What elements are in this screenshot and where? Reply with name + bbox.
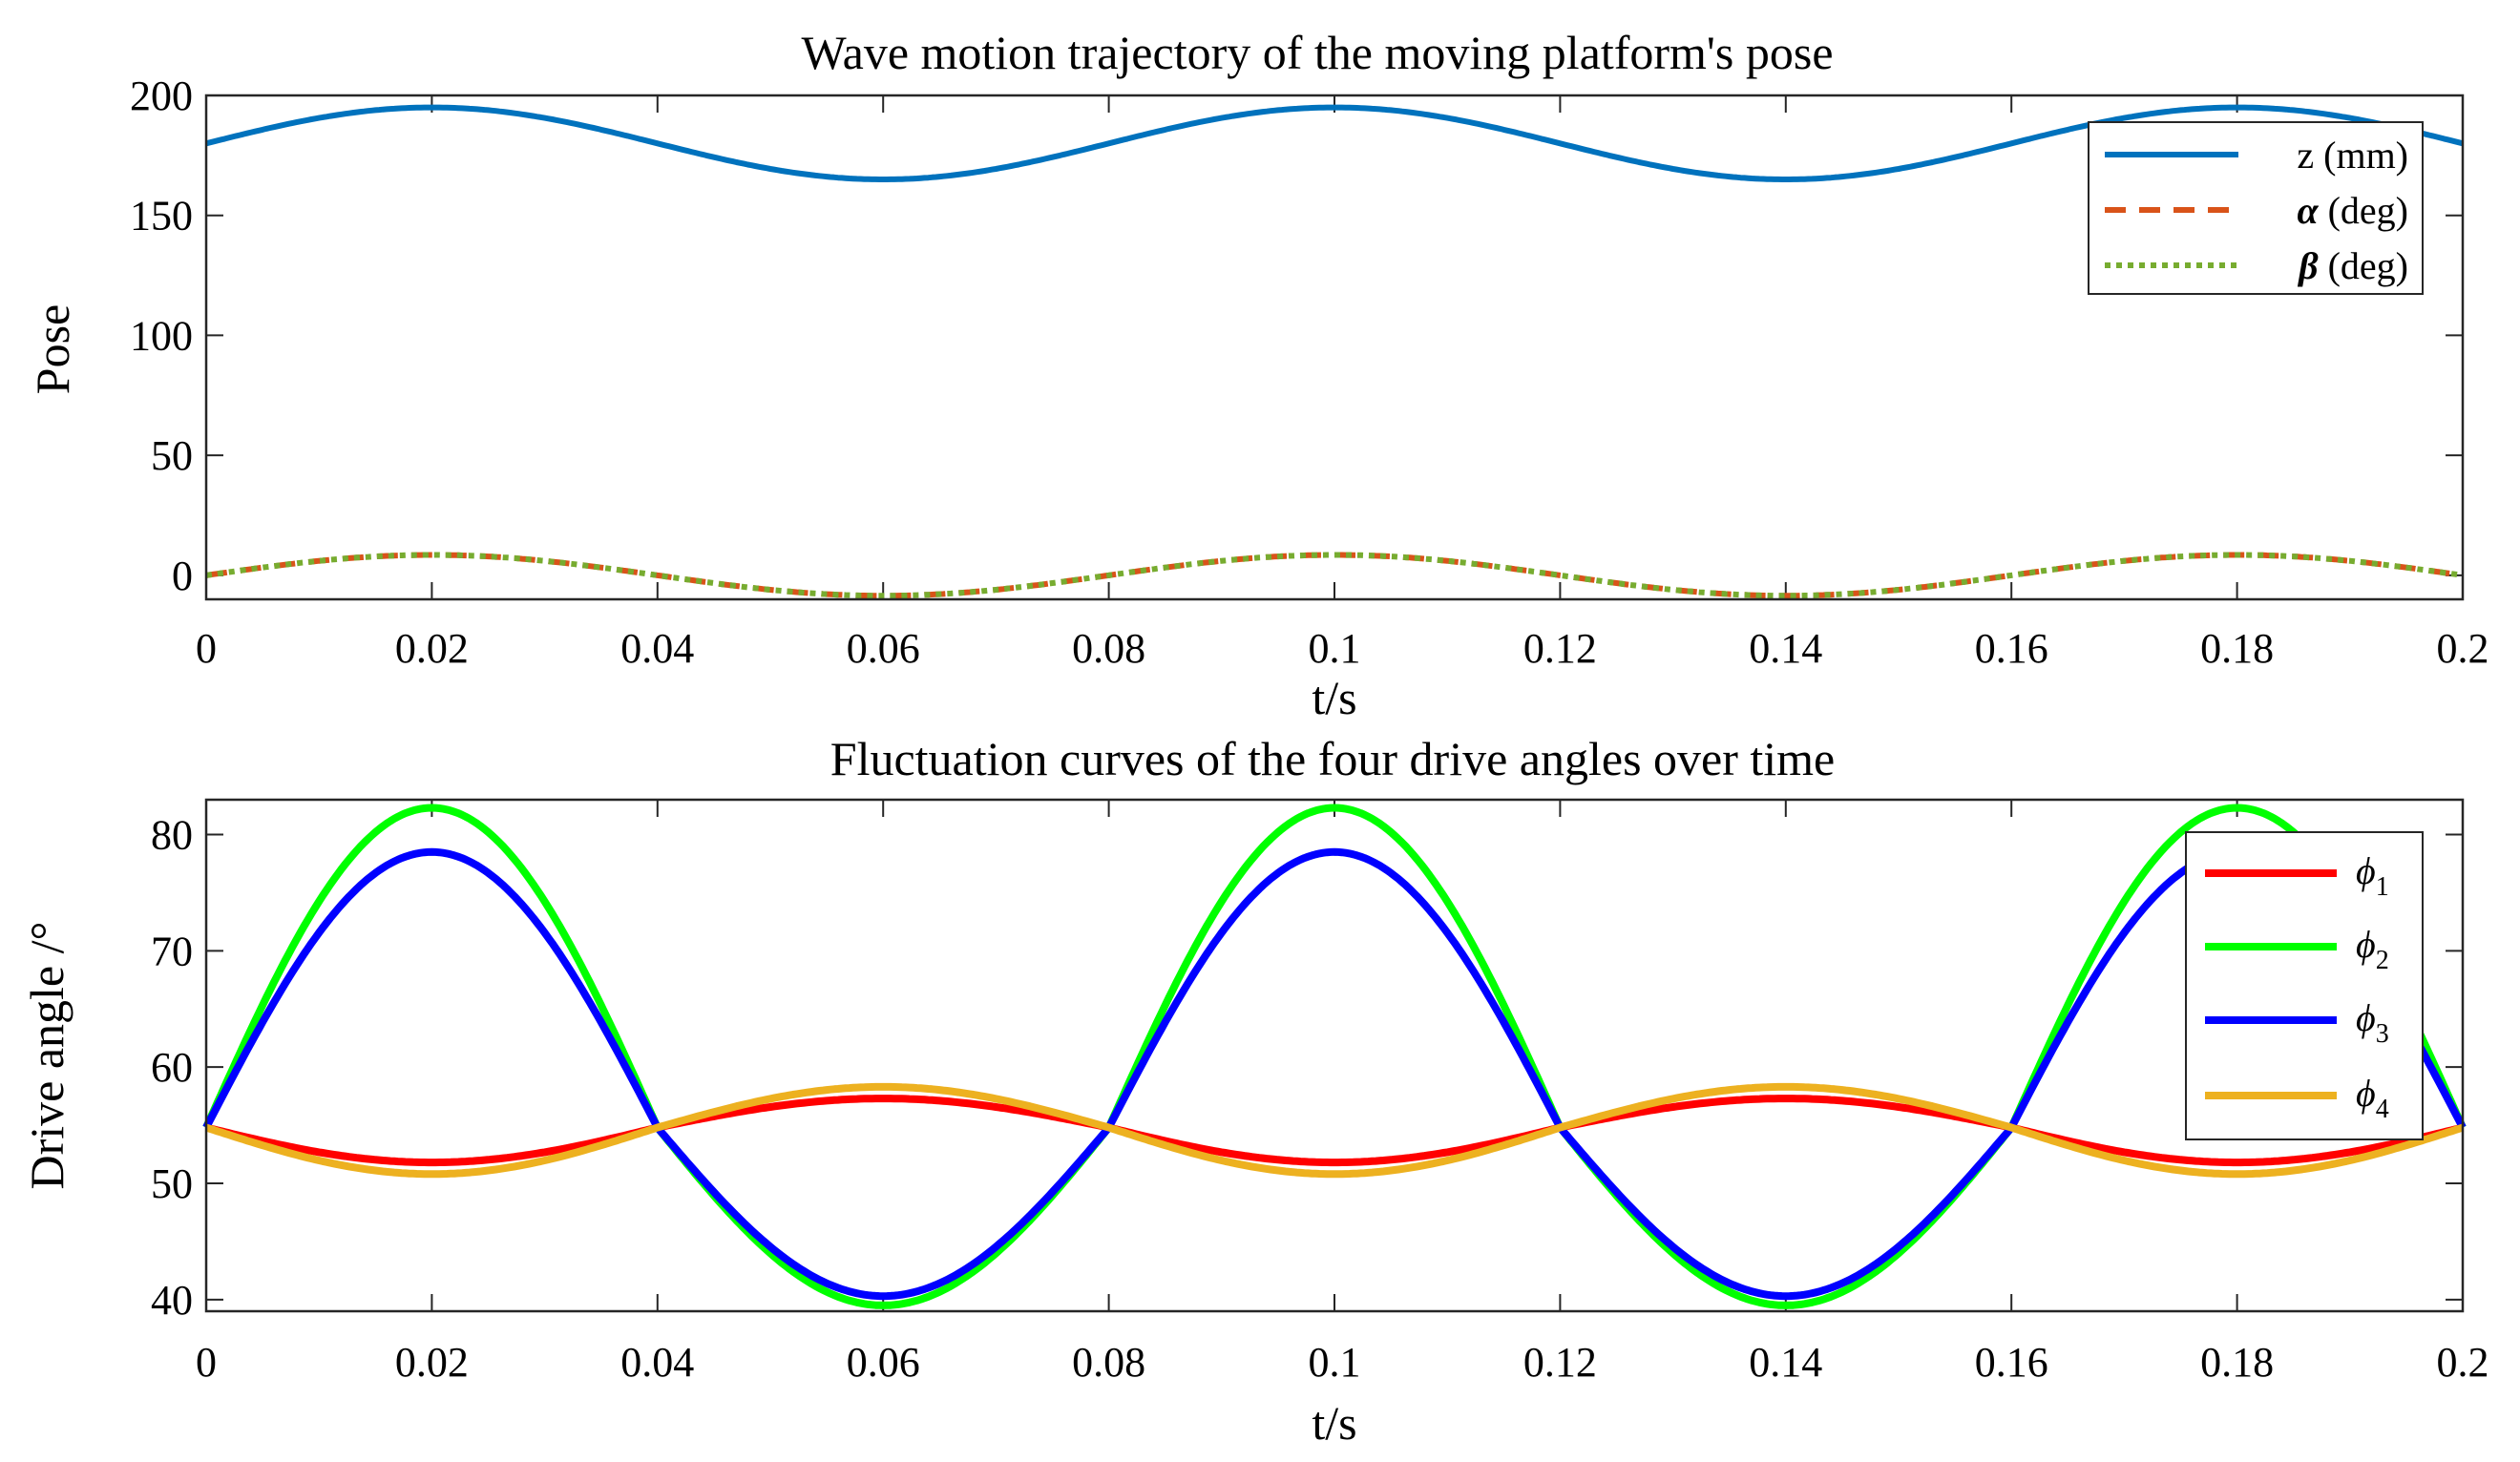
drive-angle-chart-ticks: 0 0.02 0.04 0.06 0.08 0.1 0.12 0.14 0.16 0.18 0.2 4… <box>151 800 2489 1386</box>
x-tick-label: 0.12 <box>1523 625 1597 672</box>
x-tick-label: 0.18 <box>2200 1339 2274 1386</box>
x-tick-label: 0 <box>196 625 217 672</box>
series-line-z <box>205 104 2464 182</box>
drive-angle-chart-legend: ϕ1 ϕ2 ϕ3 ϕ4 <box>2185 831 2424 1140</box>
y-tick-label: 40 <box>151 1277 193 1324</box>
y-tick-label: 70 <box>151 928 193 974</box>
x-tick-label: 0.16 <box>1975 1339 2048 1386</box>
x-tick-label: 0.02 <box>395 625 469 672</box>
legend-label-z: z (mm) <box>2297 134 2408 177</box>
x-tick-label: 0 <box>196 1339 217 1386</box>
legend-symbol-beta: β <box>2297 244 2319 287</box>
legend-unit-beta: (deg) <box>2328 244 2408 287</box>
x-tick-label: 0.04 <box>620 1339 694 1386</box>
x-tick-label: 0.06 <box>847 625 920 672</box>
series-line-phi2 <box>202 804 2467 1309</box>
drive-angle-chart-axes-box <box>204 798 2465 1313</box>
x-tick-label: 0.08 <box>1072 1339 1145 1386</box>
legend-sub-phi2: 2 <box>2376 946 2389 975</box>
x-tick-label: 0.2 <box>2437 625 2489 672</box>
x-tick-label: 0.1 <box>1309 1339 1361 1386</box>
pose-chart-ticks: 0 0.02 0.04 0.06 0.08 0.1 0.12 0.14 0.16 0.18 0.2 0… <box>130 73 2489 672</box>
drive-angle-chart-ylabel: Drive angle /° <box>20 921 74 1189</box>
legend-label-phi4: ϕ4 <box>2356 1072 2389 1124</box>
x-tick-label: 0.14 <box>1749 625 1822 672</box>
pose-chart-legend: z (mm) α (deg) β (deg) <box>2088 121 2424 295</box>
y-tick-label: 200 <box>130 73 193 119</box>
x-tick-label: 0.1 <box>1309 625 1361 672</box>
legend-label-beta: β (deg) <box>2297 244 2408 287</box>
x-tick-label: 0.04 <box>620 625 694 672</box>
drive-legend-box <box>2185 831 2424 1140</box>
pose-chart-axes-box <box>204 94 2465 601</box>
legend-symbol-alpha: α <box>2297 189 2319 232</box>
x-tick-label: 0.02 <box>395 1339 469 1386</box>
x-tick-label: 0.18 <box>2200 625 2274 672</box>
legend-label-phi1: ϕ1 <box>2356 849 2389 902</box>
legend-sub-phi4: 4 <box>2376 1095 2389 1124</box>
x-tick-label: 0.16 <box>1975 625 2048 672</box>
pose-chart-title: Wave motion trajectory of the moving pla… <box>801 26 1833 79</box>
y-tick-label: 0 <box>172 553 193 599</box>
legend-label-phi2: ϕ2 <box>2356 923 2389 975</box>
y-tick-label: 80 <box>151 812 193 859</box>
legend-symbol-phi1: ϕ <box>2356 849 2376 892</box>
x-tick-label: 0.08 <box>1072 625 1145 672</box>
legend-sub-phi1: 1 <box>2376 872 2389 902</box>
drive-angle-chart-series <box>202 804 2467 1309</box>
series-line-phi4 <box>204 1082 2465 1179</box>
pose-chart-xlabel: t/s <box>1312 671 1356 724</box>
x-tick-label: 0.14 <box>1749 1339 1822 1386</box>
pose-chart: Wave motion trajectory of the moving pla… <box>26 26 2489 724</box>
drive-angle-chart: Fluctuation curves of the four drive ang… <box>20 732 2489 1450</box>
legend-symbol-phi2: ϕ <box>2356 923 2376 966</box>
legend-symbol-phi4: ϕ <box>2356 1072 2376 1115</box>
series-line-phi1 <box>205 1095 2464 1167</box>
y-tick-label: 100 <box>130 312 193 359</box>
legend-label-alpha: α (deg) <box>2297 189 2408 232</box>
y-tick-label: 60 <box>151 1044 193 1091</box>
legend-symbol-phi3: ϕ <box>2356 996 2376 1039</box>
legend-sub-phi3: 3 <box>2376 1019 2389 1049</box>
legend-unit-alpha: (deg) <box>2328 189 2408 232</box>
x-tick-label: 0.2 <box>2437 1339 2489 1386</box>
series-line-beta <box>205 552 2464 599</box>
pose-chart-ylabel: Pose <box>26 304 79 394</box>
series-line-phi3 <box>202 847 2467 1301</box>
x-tick-label: 0.12 <box>1523 1339 1597 1386</box>
y-tick-label: 150 <box>130 193 193 240</box>
pose-chart-series <box>205 104 2464 599</box>
drive-angle-chart-title: Fluctuation curves of the four drive ang… <box>830 732 1835 785</box>
drive-angle-chart-xlabel: t/s <box>1312 1396 1356 1450</box>
x-tick-label: 0.06 <box>847 1339 920 1386</box>
y-tick-label: 50 <box>151 432 193 479</box>
legend-label-phi3: ϕ3 <box>2356 996 2389 1049</box>
y-tick-label: 50 <box>151 1160 193 1207</box>
